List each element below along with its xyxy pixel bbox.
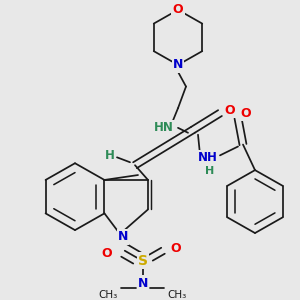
Text: O: O — [171, 242, 181, 255]
Text: S: S — [138, 254, 148, 268]
Text: N: N — [118, 230, 128, 244]
Text: CH₃: CH₃ — [98, 290, 118, 300]
Text: H: H — [105, 149, 115, 162]
Text: NH: NH — [198, 151, 218, 164]
Text: O: O — [102, 247, 112, 260]
Text: N: N — [173, 58, 183, 71]
Text: O: O — [173, 3, 183, 16]
Text: CH₃: CH₃ — [167, 290, 187, 300]
Text: O: O — [225, 103, 235, 117]
Text: O: O — [241, 106, 251, 120]
Text: HN: HN — [154, 121, 174, 134]
Text: H: H — [206, 166, 214, 176]
Text: N: N — [138, 277, 148, 290]
